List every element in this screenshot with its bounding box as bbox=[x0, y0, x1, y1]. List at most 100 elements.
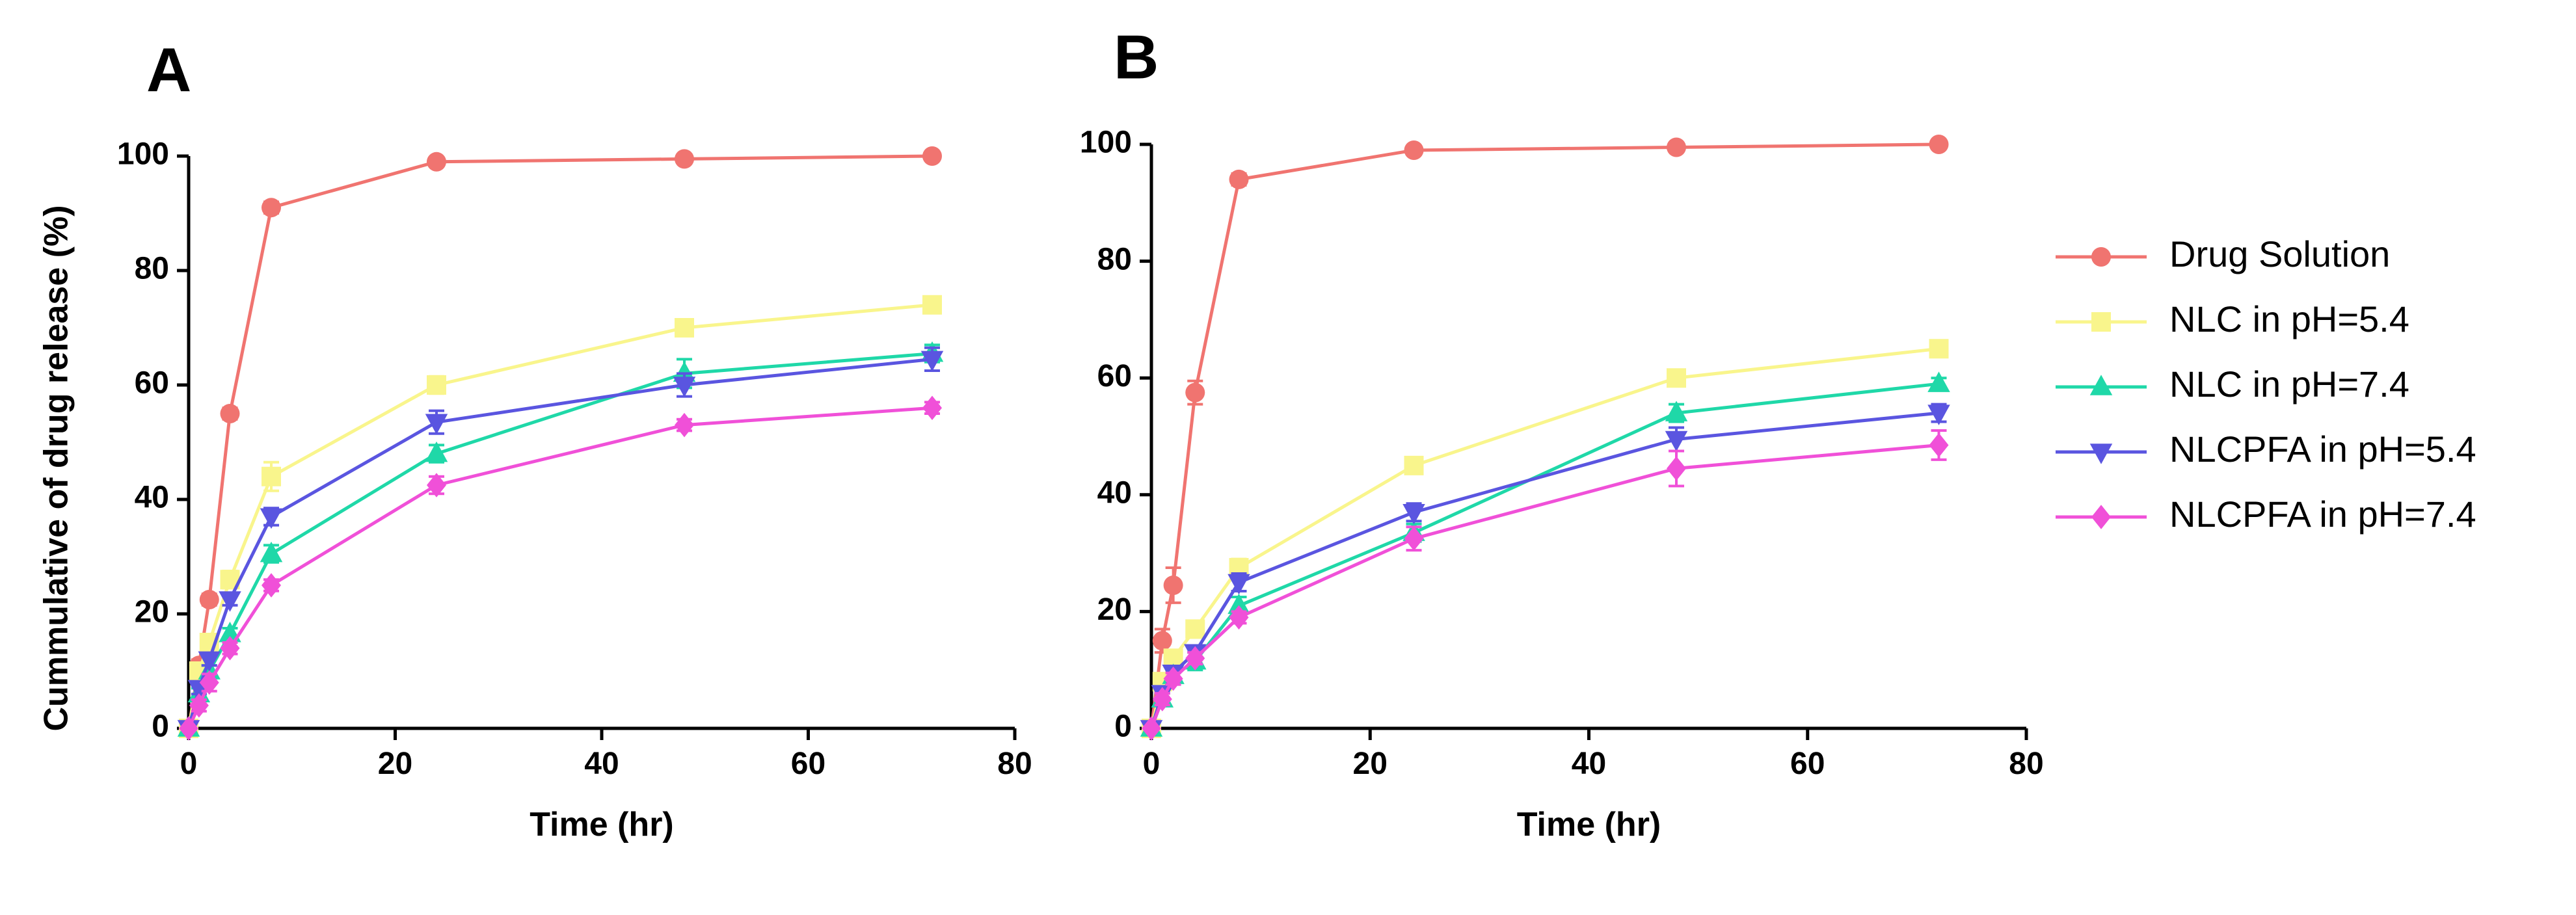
legend-marker bbox=[2089, 375, 2113, 395]
legend-label: NLCPFA in pH=5.4 bbox=[2169, 429, 2476, 470]
data-point bbox=[1152, 687, 1172, 711]
legend-label: NLCPFA in pH=7.4 bbox=[2169, 494, 2476, 535]
data-point bbox=[1927, 404, 1950, 425]
series-3 bbox=[177, 341, 944, 737]
data-point bbox=[260, 541, 283, 563]
panel-letter: A bbox=[146, 35, 191, 105]
panel-a: A 0 20 40 60 80 100 0 20 40 60 80 Time (hr) Cummulati… bbox=[38, 35, 1032, 843]
y-tick-label: 40 bbox=[1097, 475, 1132, 510]
legend-item: NLC in pH=7.4 bbox=[2056, 364, 2409, 404]
legend-marker bbox=[2091, 247, 2111, 267]
data-point bbox=[1404, 526, 1424, 551]
data-point bbox=[1927, 371, 1950, 392]
y-tick-label: 20 bbox=[135, 595, 169, 630]
data-point bbox=[262, 466, 281, 486]
y-tick-label: 40 bbox=[135, 481, 169, 515]
data-point bbox=[262, 198, 281, 218]
y-tick-label: 20 bbox=[1097, 592, 1132, 627]
legend-marker bbox=[2091, 505, 2111, 529]
data-point bbox=[1185, 619, 1205, 639]
data-point bbox=[425, 414, 448, 434]
data-point bbox=[1667, 368, 1686, 388]
data-point bbox=[1185, 646, 1205, 670]
data-point bbox=[189, 693, 209, 718]
data-point bbox=[1142, 716, 1161, 741]
series-1 bbox=[179, 146, 942, 738]
data-point bbox=[922, 146, 942, 166]
data-point bbox=[922, 395, 942, 420]
data-point bbox=[1667, 456, 1686, 481]
series-1 bbox=[1142, 135, 1949, 738]
x-tick-label: 40 bbox=[584, 747, 619, 781]
series-line bbox=[1149, 382, 1939, 729]
panel-b: B 0 20 40 60 80 100 0 20 40 60 80 Time (hr) bbox=[1080, 22, 2044, 843]
data-point bbox=[675, 318, 694, 338]
data-point bbox=[220, 636, 240, 661]
x-tick-label: 20 bbox=[378, 747, 412, 781]
x-tick-label: 40 bbox=[1572, 747, 1606, 781]
series-line bbox=[1149, 443, 1939, 729]
y-tick-label: 60 bbox=[135, 366, 169, 401]
series-5 bbox=[1142, 429, 1949, 741]
data-point bbox=[675, 149, 694, 169]
data-point bbox=[1404, 140, 1424, 160]
y-tick-label: 0 bbox=[152, 709, 169, 744]
legend-marker bbox=[2089, 444, 2113, 464]
y-axis-label: Cummulative of drug release (%) bbox=[38, 205, 75, 731]
panel-letter: B bbox=[1114, 22, 1159, 92]
data-point bbox=[922, 295, 942, 315]
x-tick-label: 80 bbox=[2009, 747, 2043, 781]
y-tick-label: 0 bbox=[1114, 709, 1132, 744]
data-point bbox=[1152, 631, 1172, 651]
data-point bbox=[199, 670, 219, 695]
series-line bbox=[187, 406, 933, 730]
data-point bbox=[262, 573, 281, 598]
series-line bbox=[187, 154, 933, 729]
y-tick-label: 100 bbox=[117, 137, 169, 172]
series-5 bbox=[179, 395, 942, 741]
x-axis-label: Time (hr) bbox=[530, 806, 674, 843]
legend-item: NLCPFA in pH=5.4 bbox=[2056, 429, 2476, 470]
series-line bbox=[187, 303, 933, 729]
data-point bbox=[1163, 575, 1183, 595]
series-4 bbox=[177, 346, 944, 741]
data-point bbox=[427, 375, 446, 395]
y-tick-label: 60 bbox=[1097, 359, 1132, 393]
data-point bbox=[1185, 382, 1205, 403]
legend-label: NLC in pH=7.4 bbox=[2169, 364, 2409, 404]
y-tick-label: 80 bbox=[135, 252, 169, 286]
y-tick-label: 100 bbox=[1080, 126, 1132, 160]
legend-marker bbox=[2091, 312, 2111, 332]
data-point bbox=[425, 441, 448, 462]
x-axis-label: Time (hr) bbox=[1517, 806, 1661, 843]
data-point bbox=[1665, 401, 1688, 421]
x-tick-label: 80 bbox=[997, 747, 1032, 781]
data-point bbox=[427, 152, 446, 172]
legend: Drug Solution NLC in pH=5.4 NLC in pH=7.4 N… bbox=[2056, 233, 2476, 535]
series-line bbox=[1149, 142, 1939, 729]
data-point bbox=[1665, 431, 1688, 452]
data-point bbox=[198, 651, 221, 672]
series-line bbox=[1149, 347, 1939, 729]
data-point bbox=[260, 508, 283, 529]
data-point bbox=[199, 590, 219, 609]
legend-item: NLCPFA in pH=7.4 bbox=[2056, 494, 2476, 535]
legend-label: NLC in pH=5.4 bbox=[2169, 298, 2409, 339]
data-point bbox=[220, 570, 240, 590]
data-point bbox=[220, 404, 240, 423]
data-point bbox=[179, 716, 198, 741]
x-tick-label: 60 bbox=[1790, 747, 1825, 781]
legend-label: Drug Solution bbox=[2169, 233, 2390, 274]
data-point bbox=[1229, 169, 1249, 189]
x-tick-label: 0 bbox=[1143, 747, 1161, 781]
data-point bbox=[1228, 593, 1250, 615]
data-point bbox=[1404, 455, 1424, 475]
x-tick-label: 20 bbox=[1353, 747, 1388, 781]
data-point bbox=[1667, 137, 1686, 157]
data-point bbox=[1929, 432, 1949, 458]
data-point bbox=[1229, 605, 1249, 630]
x-tick-label: 60 bbox=[791, 747, 825, 781]
data-point bbox=[1163, 666, 1183, 691]
series-line bbox=[187, 352, 933, 729]
